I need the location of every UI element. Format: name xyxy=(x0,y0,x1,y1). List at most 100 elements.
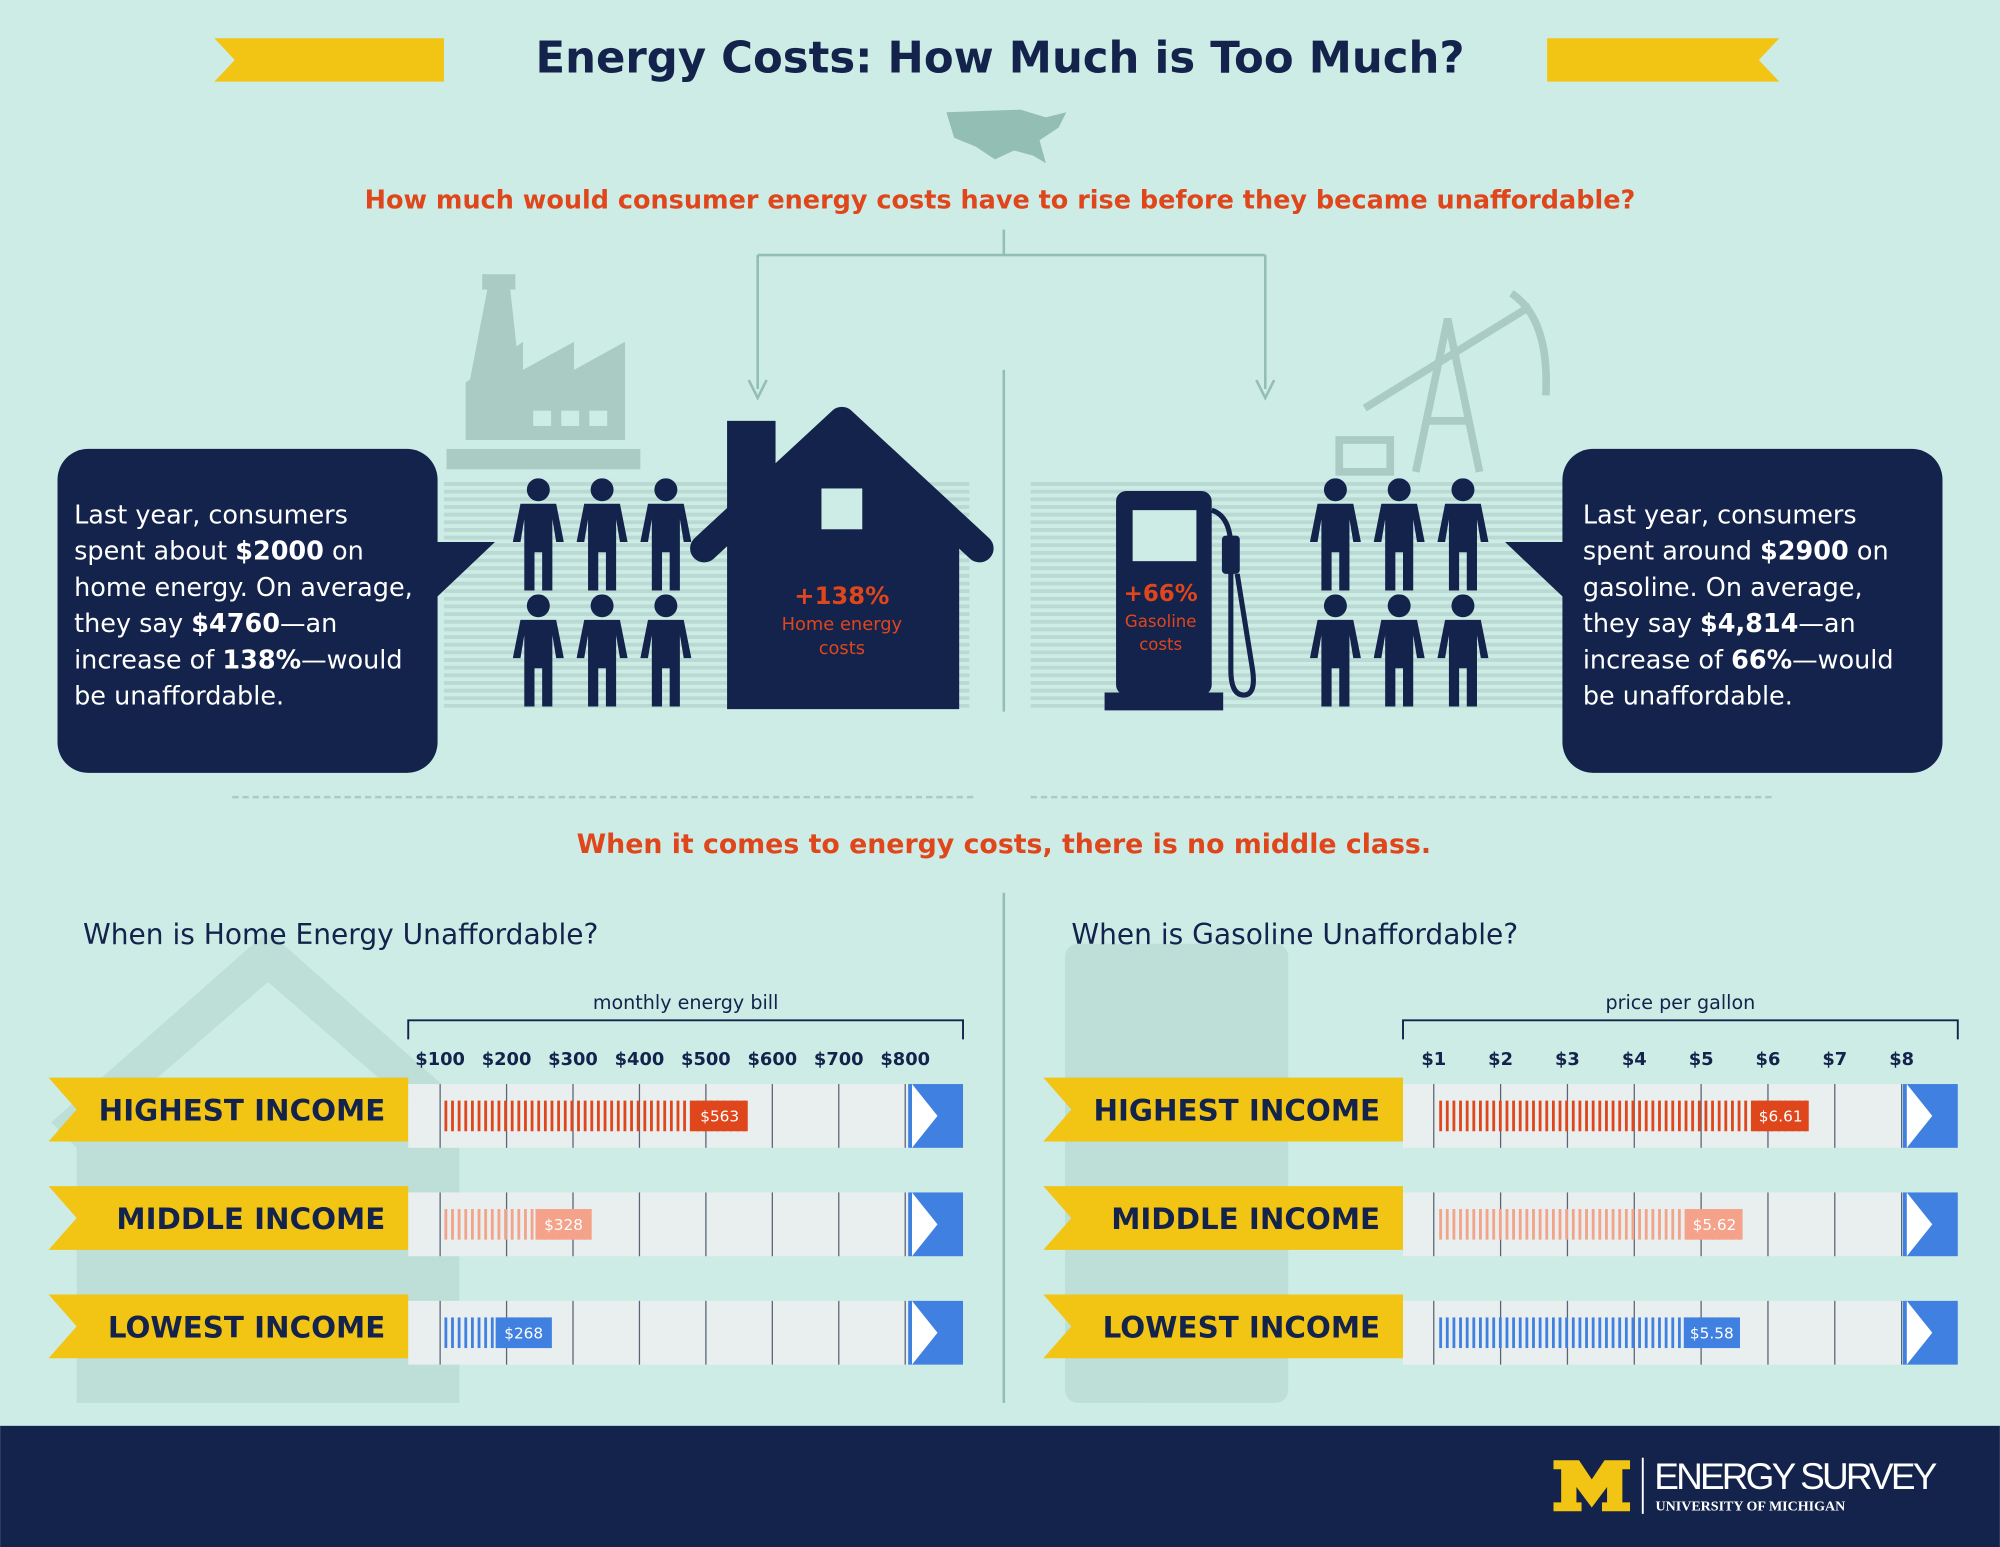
value-box xyxy=(1752,1100,1809,1132)
x-tick-label: $5 xyxy=(1689,1049,1714,1070)
callout-run: on xyxy=(324,537,364,567)
x-tick-label: $4 xyxy=(1622,1049,1647,1070)
x-tick-label: $500 xyxy=(681,1049,731,1070)
m-logo xyxy=(1553,1460,1631,1512)
category-label: HIGHEST INCOME xyxy=(1093,1094,1380,1128)
category-label: LOWEST INCOME xyxy=(108,1310,385,1344)
callout-run: —an xyxy=(280,609,337,639)
stripes-right xyxy=(1030,478,1564,708)
x-tick-label: $800 xyxy=(880,1049,930,1070)
callout-line: spent around $2900 on xyxy=(1583,537,1889,567)
house xyxy=(690,406,994,710)
callout-line: they say $4,814—an xyxy=(1583,609,1856,639)
x-tick-label: $200 xyxy=(482,1049,532,1070)
gas-increase: +66% xyxy=(1124,581,1198,607)
arrow-chevron xyxy=(912,1084,938,1148)
callout-line: Last year, consumers xyxy=(1583,501,1857,531)
callout-line: spent about $2000 on xyxy=(74,537,364,567)
axis-label: monthly energy bill xyxy=(593,991,779,1014)
callout-line: be unaffordable. xyxy=(74,682,284,712)
us-map xyxy=(946,109,1067,164)
x-tick-label: $6 xyxy=(1756,1049,1781,1070)
x-tick-label: $1 xyxy=(1421,1049,1446,1070)
arrow-chevron xyxy=(912,1300,938,1365)
callout-run: they say xyxy=(74,609,191,639)
x-tick-label: $2 xyxy=(1488,1049,1513,1070)
category-label: HIGHEST INCOME xyxy=(99,1094,386,1128)
value-label: $5.62 xyxy=(1693,1216,1737,1234)
gas-caption: Gasoline xyxy=(1125,612,1197,631)
callout-run: $2900 xyxy=(1760,537,1849,567)
callout-run: $4,814 xyxy=(1700,609,1798,639)
arrow-chevron xyxy=(1906,1300,1933,1365)
income-ribbon xyxy=(48,1186,409,1250)
x-tick-label: $8 xyxy=(1889,1049,1914,1070)
university: UNIVERSITY OF MICHIGAN xyxy=(1656,1500,1846,1515)
value-box xyxy=(1686,1209,1743,1240)
axis-label: price per gallon xyxy=(1605,991,1755,1014)
value-label: $268 xyxy=(504,1325,543,1343)
home-increase: +138% xyxy=(794,582,889,610)
callout-run: increase of xyxy=(74,645,222,675)
callout-line: increase of 66%—would xyxy=(1583,645,1894,675)
callout-run: on xyxy=(1849,537,1889,567)
callout-run: be unaffordable. xyxy=(1583,682,1793,712)
value-box xyxy=(691,1100,748,1132)
bar xyxy=(1436,1100,1809,1132)
banner-left xyxy=(214,38,444,82)
callout-run: —would xyxy=(1792,645,1893,675)
callout-run: 138% xyxy=(222,645,301,675)
axis-bracket xyxy=(407,1019,964,1040)
callout-run: $4760 xyxy=(191,609,280,639)
callout-line: be unaffordable. xyxy=(1583,682,1793,712)
x-tick-label: $400 xyxy=(615,1049,665,1070)
category-label: MIDDLE INCOME xyxy=(1111,1202,1380,1236)
section-heading: When it comes to energy costs, there is … xyxy=(577,829,1431,860)
oil-rig xyxy=(1335,290,1551,476)
x-tick-label: $3 xyxy=(1555,1049,1580,1070)
callout-run: Last year, consumers xyxy=(1583,501,1857,531)
value-label: $563 xyxy=(700,1108,739,1126)
home-caption: costs xyxy=(819,638,865,659)
callout-run: home energy. On average, xyxy=(74,573,413,603)
callout-line: they say $4760—an xyxy=(74,609,337,639)
callout-run: Last year, consumers xyxy=(74,501,348,531)
callout-run: spent about xyxy=(74,537,235,567)
connectors xyxy=(747,229,1276,1403)
callout-run: $2000 xyxy=(235,537,324,567)
category-label: LOWEST INCOME xyxy=(1103,1310,1380,1344)
callout-texts: Last year, consumers spent about $2000 on… xyxy=(74,501,1893,712)
question: How much would consumer energy costs hav… xyxy=(365,186,1636,216)
callout-run: 66% xyxy=(1731,645,1792,675)
value-box xyxy=(495,1317,552,1349)
callout-line: home energy. On average, xyxy=(74,573,413,603)
footer xyxy=(0,1425,2000,1547)
callout-run: increase of xyxy=(1583,645,1731,675)
income-ribbon xyxy=(1043,1294,1404,1359)
chart-title: When is Home Energy Unaffordable? xyxy=(83,918,598,951)
arrow-chevron xyxy=(1906,1084,1933,1148)
callout-run: be unaffordable. xyxy=(74,682,284,712)
callout-line: increase of 138%—would xyxy=(74,645,402,675)
home-caption: Home energy xyxy=(782,614,903,635)
value-box xyxy=(535,1209,592,1240)
value-label: $5.58 xyxy=(1690,1325,1734,1343)
gas-caption: costs xyxy=(1139,635,1182,654)
income-ribbon xyxy=(1043,1077,1404,1142)
x-tick-label: $100 xyxy=(415,1049,465,1070)
callout-run: —would xyxy=(301,645,402,675)
charts: When is Home Energy Unaffordable? monthly… xyxy=(48,918,1959,1365)
brand: ENERGY SURVEY xyxy=(1654,1456,1937,1497)
axis-bracket xyxy=(1402,1019,1959,1040)
arrow-chevron xyxy=(912,1192,938,1257)
income-ribbon xyxy=(48,1077,409,1142)
callout-line: Last year, consumers xyxy=(74,501,348,531)
title: Energy Costs: How Much is Too Much? xyxy=(536,34,1465,84)
factory-windows xyxy=(533,410,608,426)
value-box xyxy=(1683,1317,1740,1349)
income-ribbon xyxy=(48,1294,409,1359)
value-label: $328 xyxy=(544,1216,583,1234)
value-label: $6.61 xyxy=(1759,1108,1803,1126)
